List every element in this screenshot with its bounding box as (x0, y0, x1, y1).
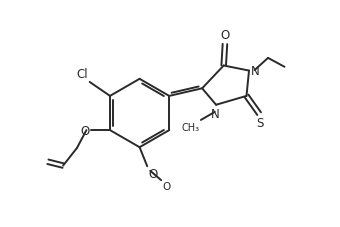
Text: Cl: Cl (77, 68, 88, 81)
Text: N: N (251, 64, 260, 77)
Text: O: O (149, 168, 158, 181)
Text: O: O (163, 182, 171, 192)
Text: S: S (257, 117, 264, 130)
Text: O: O (220, 29, 230, 42)
Text: CH₃: CH₃ (182, 122, 200, 132)
Text: O: O (81, 124, 90, 137)
Text: N: N (210, 108, 219, 121)
